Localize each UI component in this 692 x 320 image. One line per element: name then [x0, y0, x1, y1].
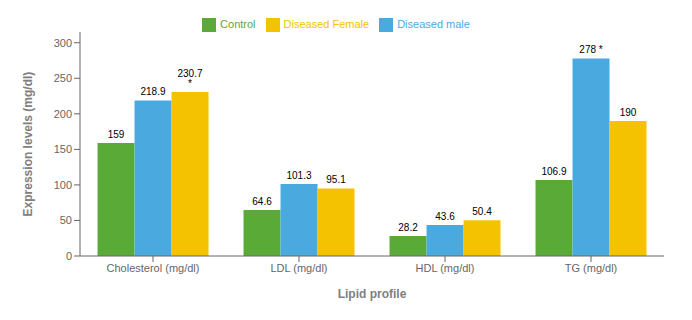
- svg-text:230.7*: 230.7*: [178, 68, 203, 89]
- svg-text:64.6: 64.6: [252, 196, 272, 207]
- svg-text:106.9: 106.9: [542, 166, 567, 177]
- svg-text:Expression levels (mg/dl): Expression levels (mg/dl): [21, 72, 35, 217]
- html-text:Diseased Female: Diseased Female: [283, 18, 370, 30]
- svg-text:159: 159: [108, 129, 125, 140]
- svg-text:0: 0: [66, 250, 72, 262]
- svg-text:278 *: 278 *: [579, 44, 602, 55]
- svg-text:HDL (mg/dl): HDL (mg/dl): [416, 262, 475, 274]
- svg-text:Cholesterol (mg/dl): Cholesterol (mg/dl): [107, 262, 200, 274]
- svg-text:100: 100: [54, 179, 72, 191]
- svg-text:200: 200: [54, 108, 72, 120]
- svg-text:50: 50: [60, 214, 72, 226]
- svg-text:190: 190: [620, 107, 637, 118]
- svg-text:LDL (mg/dl): LDL (mg/dl): [270, 262, 327, 274]
- svg-text:43.6: 43.6: [435, 211, 455, 222]
- svg-text:50.4: 50.4: [472, 206, 492, 217]
- svg-text:95.1: 95.1: [326, 174, 346, 185]
- html-text:Diseased male: Diseased male: [397, 18, 470, 30]
- svg-text:28.2: 28.2: [398, 222, 418, 233]
- svg-text:250: 250: [54, 72, 72, 84]
- html-text:Control: Control: [220, 18, 256, 30]
- svg-text:Lipid profile: Lipid profile: [338, 287, 407, 301]
- svg-text:300: 300: [54, 37, 72, 49]
- svg-text:TG (mg/dl): TG (mg/dl): [565, 262, 618, 274]
- svg-text:101.3: 101.3: [287, 170, 312, 181]
- svg-text:218.9: 218.9: [141, 86, 166, 97]
- svg-text:150: 150: [54, 143, 72, 155]
